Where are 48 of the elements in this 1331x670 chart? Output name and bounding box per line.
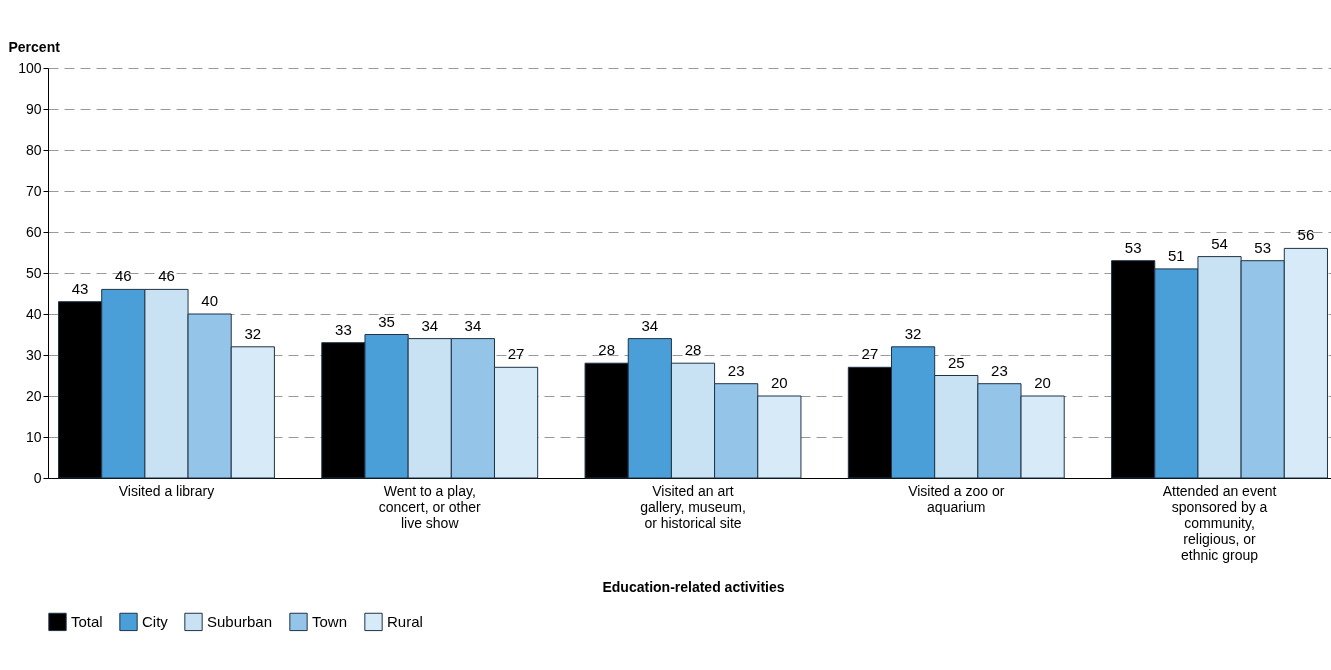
y-tick-label: 60 bbox=[25, 223, 42, 240]
y-tick-label: 0 bbox=[33, 469, 42, 486]
legend-label: Rural bbox=[387, 612, 423, 630]
y-axis-title: Percent bbox=[8, 38, 61, 55]
data-label: 46 bbox=[158, 267, 175, 285]
data-label: 34 bbox=[464, 316, 482, 334]
x-tick-label: Went to a play, concert, or other live show bbox=[378, 482, 482, 531]
data-label: 23 bbox=[991, 361, 1008, 379]
legend-label: Town bbox=[312, 612, 348, 630]
data-label: 43 bbox=[71, 279, 89, 297]
legend-label: Total bbox=[71, 612, 103, 630]
data-label: 40 bbox=[201, 292, 218, 309]
data-label: 53 bbox=[1124, 238, 1142, 256]
data-label: 33 bbox=[335, 320, 352, 338]
y-tick-label: 100 bbox=[18, 59, 42, 76]
x-axis-title: Education-related activities bbox=[602, 578, 785, 595]
data-label: 27 bbox=[507, 345, 525, 363]
data-label: 23 bbox=[727, 361, 745, 379]
x-tick-label: Attended an event sponsored by a community, religious, or ethnic group bbox=[1162, 482, 1277, 563]
y-tick-label: 50 bbox=[25, 264, 42, 281]
y-tick-label: 10 bbox=[25, 428, 42, 445]
y-tick-label: 90 bbox=[25, 100, 42, 117]
data-label: 53 bbox=[1254, 238, 1272, 256]
data-label: 34 bbox=[641, 316, 659, 334]
y-tick-label: 80 bbox=[25, 141, 42, 158]
y-tick-label: 70 bbox=[25, 182, 42, 199]
data-label: 32 bbox=[244, 324, 262, 342]
data-label: 27 bbox=[861, 345, 879, 363]
x-tick-label: Visited a zoo or aquarium bbox=[908, 482, 1005, 515]
legend-label: City bbox=[142, 612, 169, 630]
legend-label: Suburban bbox=[207, 612, 273, 630]
y-tick-label: 40 bbox=[25, 305, 42, 322]
y-tick-label: 30 bbox=[25, 346, 42, 363]
x-tick-label: Visited a library bbox=[118, 482, 215, 499]
data-label: 35 bbox=[378, 312, 395, 330]
y-tick-label: 20 bbox=[25, 387, 42, 404]
data-label: 20 bbox=[771, 374, 788, 391]
data-label: 54 bbox=[1211, 234, 1228, 252]
x-tick-label: Visited an art gallery, museum, or historical site bbox=[640, 482, 746, 531]
data-label: 20 bbox=[1034, 374, 1051, 391]
data-label: 56 bbox=[1297, 226, 1315, 244]
data-label: 28 bbox=[598, 341, 615, 359]
data-label: 46 bbox=[114, 267, 132, 285]
data-label: 28 bbox=[684, 341, 702, 359]
data-label: 25 bbox=[947, 353, 965, 371]
data-label: 51 bbox=[1168, 246, 1185, 264]
data-label: 34 bbox=[421, 316, 439, 334]
data-label: 32 bbox=[904, 324, 922, 342]
